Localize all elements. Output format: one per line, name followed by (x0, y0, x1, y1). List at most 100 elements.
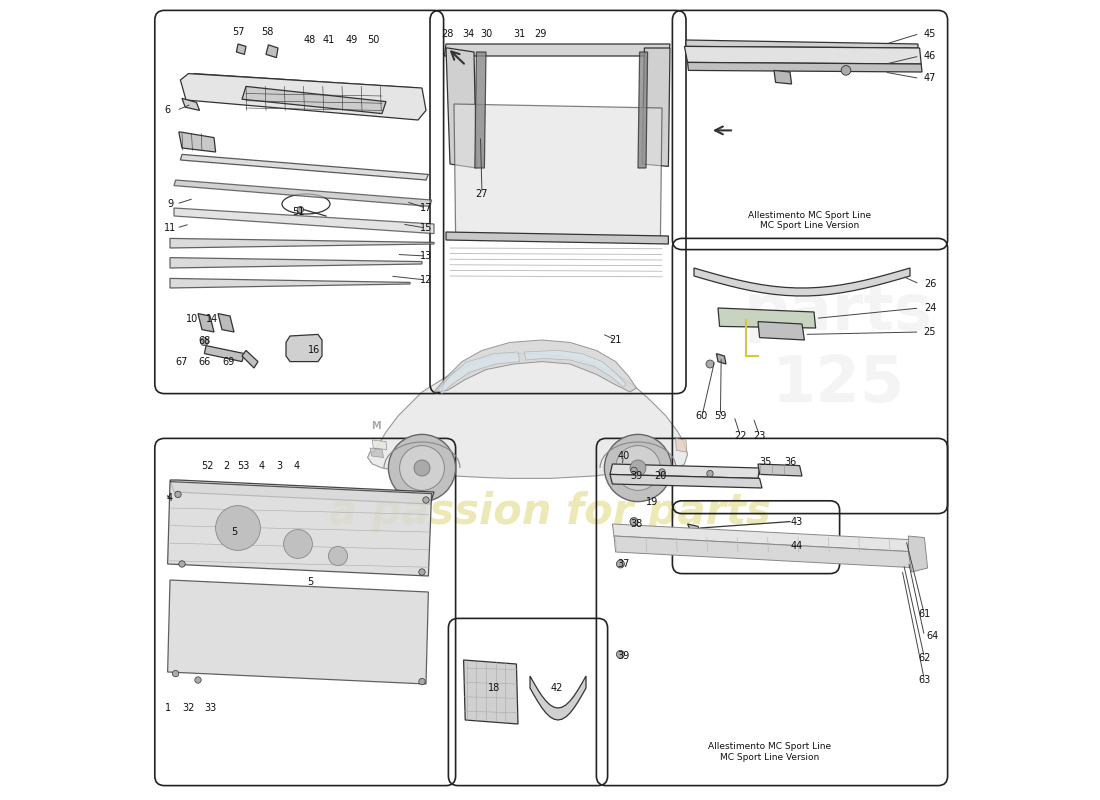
Polygon shape (686, 40, 918, 48)
Text: 33: 33 (204, 703, 216, 713)
Polygon shape (688, 524, 701, 532)
Text: 36: 36 (784, 458, 796, 467)
Text: 63: 63 (918, 675, 931, 685)
Text: 39: 39 (617, 651, 629, 661)
Text: 64: 64 (926, 631, 938, 641)
Text: 28: 28 (441, 29, 454, 38)
Polygon shape (694, 268, 910, 296)
Polygon shape (475, 52, 486, 168)
Text: a passion for parts: a passion for parts (329, 491, 771, 533)
Text: 68: 68 (198, 336, 210, 346)
Polygon shape (684, 46, 921, 64)
Polygon shape (373, 440, 387, 450)
Text: M: M (372, 421, 382, 430)
Text: 4: 4 (167, 493, 173, 502)
Polygon shape (170, 238, 434, 248)
Polygon shape (446, 48, 476, 168)
Circle shape (419, 678, 426, 685)
Text: 49: 49 (345, 35, 358, 45)
Text: 12: 12 (420, 275, 432, 285)
Polygon shape (218, 314, 234, 332)
Polygon shape (182, 74, 422, 98)
Circle shape (616, 650, 625, 658)
Text: 3: 3 (276, 461, 283, 470)
Circle shape (388, 434, 455, 502)
Text: 59: 59 (714, 411, 727, 421)
Circle shape (419, 569, 426, 575)
Polygon shape (170, 480, 434, 504)
Polygon shape (167, 580, 428, 684)
Text: parts
125: parts 125 (744, 281, 933, 415)
Text: 45: 45 (924, 29, 936, 38)
Text: 34: 34 (462, 29, 474, 38)
Circle shape (630, 467, 637, 474)
Text: 67: 67 (176, 357, 188, 366)
Text: 43: 43 (790, 517, 803, 526)
Circle shape (195, 677, 201, 683)
Circle shape (399, 446, 444, 490)
Polygon shape (688, 542, 702, 552)
Polygon shape (642, 48, 670, 166)
Text: 60: 60 (696, 411, 708, 421)
Circle shape (173, 670, 179, 677)
Polygon shape (758, 322, 804, 340)
Text: 57: 57 (232, 27, 244, 37)
Text: 47: 47 (924, 74, 936, 83)
Text: 25: 25 (924, 327, 936, 337)
Polygon shape (198, 314, 214, 332)
Polygon shape (454, 104, 662, 240)
Text: 11: 11 (164, 223, 176, 233)
Circle shape (659, 469, 666, 475)
Text: 22: 22 (734, 431, 747, 441)
Polygon shape (909, 536, 927, 572)
Polygon shape (610, 474, 762, 488)
Polygon shape (167, 482, 431, 576)
Text: 44: 44 (790, 541, 803, 550)
Text: 6: 6 (165, 106, 170, 115)
Polygon shape (179, 132, 216, 152)
Polygon shape (525, 350, 626, 387)
Text: 61: 61 (918, 610, 931, 619)
Polygon shape (774, 70, 792, 84)
Circle shape (616, 446, 660, 490)
Text: 13: 13 (420, 251, 432, 261)
Circle shape (630, 460, 646, 476)
Polygon shape (174, 208, 435, 234)
Text: 14: 14 (207, 314, 219, 324)
Circle shape (297, 206, 304, 213)
Polygon shape (242, 86, 386, 114)
Polygon shape (236, 44, 246, 54)
Text: 4: 4 (294, 461, 299, 470)
Circle shape (284, 530, 312, 558)
Polygon shape (180, 154, 428, 180)
Polygon shape (444, 44, 670, 56)
Polygon shape (174, 180, 431, 206)
Polygon shape (180, 74, 426, 120)
Text: 35: 35 (760, 458, 772, 467)
Circle shape (200, 338, 208, 346)
Text: 51: 51 (292, 207, 305, 217)
Text: 39: 39 (630, 471, 642, 481)
Text: 17: 17 (420, 203, 432, 213)
Circle shape (175, 491, 182, 498)
Text: 9: 9 (167, 199, 173, 209)
Polygon shape (286, 334, 322, 362)
Text: 30: 30 (480, 29, 492, 38)
Text: 2: 2 (223, 461, 229, 470)
Text: 50: 50 (367, 35, 380, 45)
Text: 58: 58 (262, 27, 274, 37)
Circle shape (216, 506, 261, 550)
Text: 27: 27 (475, 189, 488, 198)
Polygon shape (758, 464, 802, 476)
Circle shape (616, 560, 625, 568)
Text: 69: 69 (222, 357, 234, 366)
Polygon shape (688, 62, 922, 72)
Text: Allestimento MC Sport Line
MC Sport Line Version: Allestimento MC Sport Line MC Sport Line… (748, 211, 871, 230)
Polygon shape (530, 676, 586, 720)
Circle shape (706, 360, 714, 368)
Text: 5: 5 (231, 527, 238, 537)
Circle shape (630, 518, 638, 526)
Polygon shape (610, 464, 760, 478)
Text: 4: 4 (258, 461, 265, 470)
Text: 48: 48 (304, 35, 316, 45)
